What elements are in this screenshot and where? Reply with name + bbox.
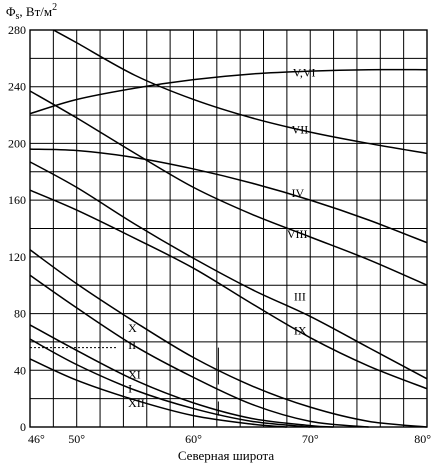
curve-label: IV — [292, 186, 305, 200]
series-line-ii — [29, 249, 428, 428]
curve-label: III — [294, 290, 306, 304]
curve-label: VII — [292, 122, 309, 136]
measurement-marks — [30, 347, 219, 416]
series-line-vii — [52, 29, 428, 155]
series-line-viii — [29, 90, 428, 286]
x-tick-label: 60° — [185, 432, 202, 446]
y-tick-label: 0 — [20, 420, 26, 434]
series-line-iv — [29, 148, 428, 244]
y-tick-label: 160 — [8, 193, 26, 207]
curve-label: I — [128, 382, 132, 396]
plot-frame — [29, 29, 428, 428]
x-tick-label: 46° — [28, 432, 45, 446]
curve-label: V,VI — [293, 66, 316, 80]
series-lines — [29, 29, 428, 428]
y-tick-label: 240 — [8, 80, 26, 94]
y-axis-label: Φs, Вт/м2 — [6, 2, 57, 22]
series-line-xii — [29, 358, 287, 428]
series-line-x — [29, 274, 369, 428]
x-tick-label: 50° — [68, 432, 85, 446]
grid — [29, 29, 428, 428]
y-tick-label: 80 — [14, 307, 26, 321]
y-tick-label: 200 — [8, 136, 26, 150]
curve-label: VIII — [287, 227, 308, 241]
series-line-v-vi — [29, 68, 428, 115]
y-tick-labels: 0 40 80 120 160 200 240 280 — [8, 23, 26, 434]
x-axis-label: Северная широта — [178, 448, 275, 463]
y-tick-label: 120 — [8, 250, 26, 264]
curve-label: II — [128, 338, 136, 352]
curve-label: X — [128, 321, 137, 335]
x-tick-label: 70° — [302, 432, 319, 446]
y-tick-label: 280 — [8, 23, 26, 37]
x-tick-label: 80° — [414, 432, 431, 446]
curve-label: IX — [294, 324, 307, 338]
x-tick-labels: 46° 50° 60° 70° 80° — [28, 432, 431, 446]
curve-label: XII — [128, 396, 145, 410]
curve-label: XI — [128, 368, 141, 382]
series-line-xi — [29, 324, 334, 428]
series-line-ix — [29, 189, 428, 390]
y-tick-label: 40 — [14, 363, 26, 377]
series-line-i — [29, 338, 311, 428]
series-line-iii — [29, 161, 428, 380]
